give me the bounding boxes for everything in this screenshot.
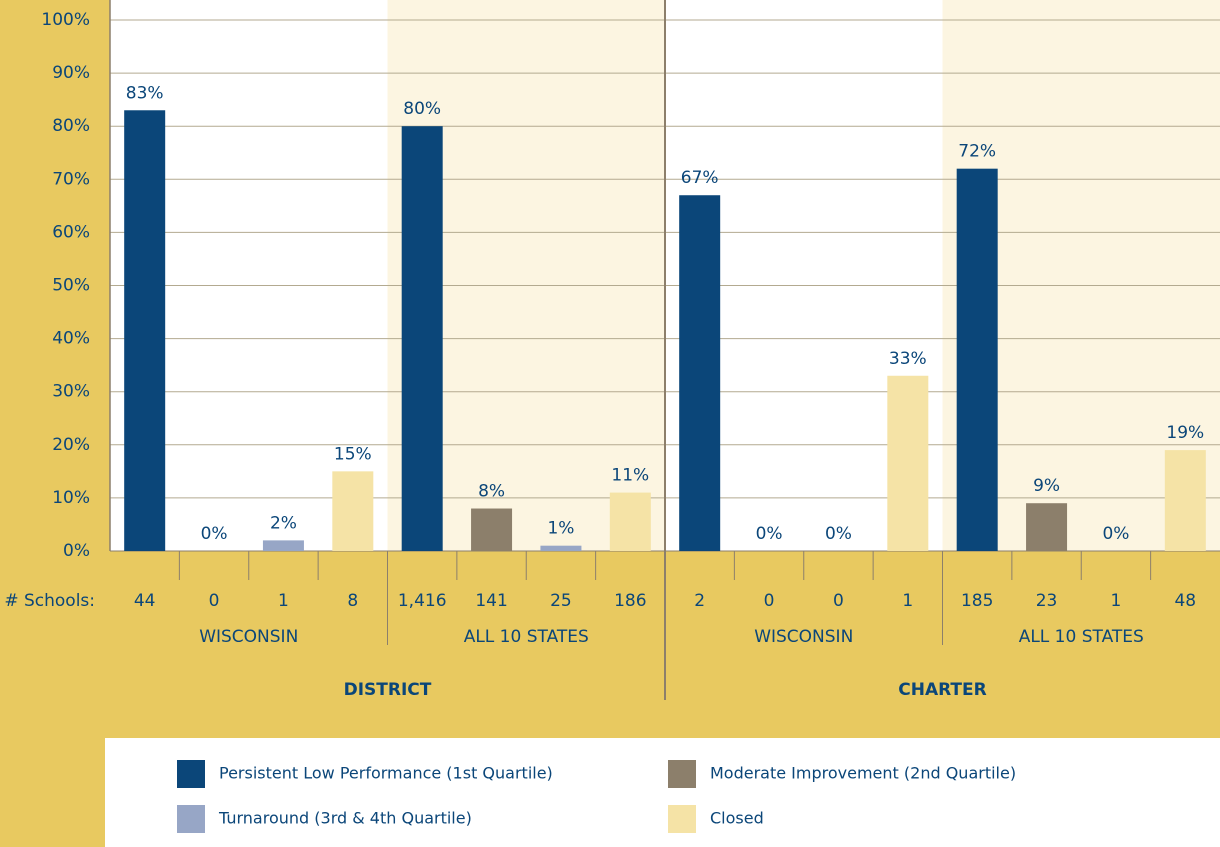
schools-count: 0 — [764, 591, 775, 611]
bar — [540, 545, 582, 551]
bar — [887, 375, 929, 551]
category-label: ALL 10 STATES — [1019, 627, 1144, 647]
legend-swatch — [177, 805, 205, 833]
schools-count: 48 — [1174, 591, 1196, 611]
bar — [1026, 503, 1068, 551]
bar — [1164, 450, 1206, 551]
legend-label: Persistent Low Performance (1st Quartile… — [219, 764, 553, 783]
schools-count: 8 — [347, 591, 358, 611]
schools-count: 44 — [134, 591, 156, 611]
legend-swatch — [668, 805, 696, 833]
y-tick-label: 90% — [52, 63, 90, 83]
category-label: ALL 10 STATES — [464, 627, 589, 647]
y-tick-label: 70% — [52, 169, 90, 189]
bar — [679, 195, 721, 552]
value-label: 72% — [958, 142, 996, 162]
schools-count: 1,416 — [398, 591, 447, 611]
value-label: 83% — [126, 83, 164, 103]
bar — [609, 492, 651, 551]
bar — [956, 168, 998, 551]
bar — [124, 110, 166, 552]
schools-count: 2 — [694, 591, 705, 611]
schools-count: 23 — [1036, 591, 1058, 611]
bar — [401, 126, 443, 551]
category-label: WISCONSIN — [199, 627, 298, 647]
legend-box — [105, 738, 1220, 847]
y-tick-label: 50% — [52, 276, 90, 296]
schools-count: 1 — [1111, 591, 1122, 611]
value-label: 2% — [270, 513, 297, 533]
y-tick-label: 40% — [52, 329, 90, 349]
group-label: CHARTER — [898, 680, 987, 700]
y-tick-label: 30% — [52, 382, 90, 402]
bar — [262, 540, 304, 551]
y-tick-label: 100% — [41, 10, 90, 30]
schools-count: 185 — [961, 591, 993, 611]
value-label: 9% — [1033, 476, 1060, 496]
legend-label: Moderate Improvement (2nd Quartile) — [710, 764, 1016, 783]
legend-swatch — [668, 760, 696, 788]
schools-count: 0 — [833, 591, 844, 611]
value-label: 15% — [334, 444, 372, 464]
schools-count: 141 — [475, 591, 507, 611]
y-tick-label: 0% — [63, 541, 90, 561]
y-tick-label: 20% — [52, 435, 90, 455]
bar — [471, 508, 513, 551]
value-label: 0% — [756, 524, 783, 544]
category-label: WISCONSIN — [754, 627, 853, 647]
schools-count: 0 — [209, 591, 220, 611]
value-label: 33% — [889, 349, 927, 369]
schools-label: # Schools: — [4, 591, 95, 611]
value-label: 8% — [478, 482, 505, 502]
schools-count: 1 — [902, 591, 913, 611]
value-label: 0% — [1102, 524, 1129, 544]
group-label: DISTRICT — [344, 680, 432, 700]
value-label: 80% — [403, 99, 441, 119]
value-label: 67% — [681, 168, 719, 188]
y-tick-label: 80% — [52, 116, 90, 136]
legend-label: Closed — [710, 809, 764, 828]
legend-label: Turnaround (3rd & 4th Quartile) — [218, 809, 472, 828]
schools-count: 186 — [614, 591, 646, 611]
value-label: 1% — [547, 519, 574, 539]
value-label: 0% — [825, 524, 852, 544]
bar — [332, 471, 374, 551]
y-tick-label: 60% — [52, 222, 90, 242]
schools-count: 1 — [278, 591, 289, 611]
schools-count: 25 — [550, 591, 572, 611]
value-label: 0% — [201, 524, 228, 544]
value-label: 11% — [611, 466, 649, 486]
value-label: 19% — [1166, 423, 1204, 443]
y-tick-label: 10% — [52, 488, 90, 508]
legend-swatch — [177, 760, 205, 788]
